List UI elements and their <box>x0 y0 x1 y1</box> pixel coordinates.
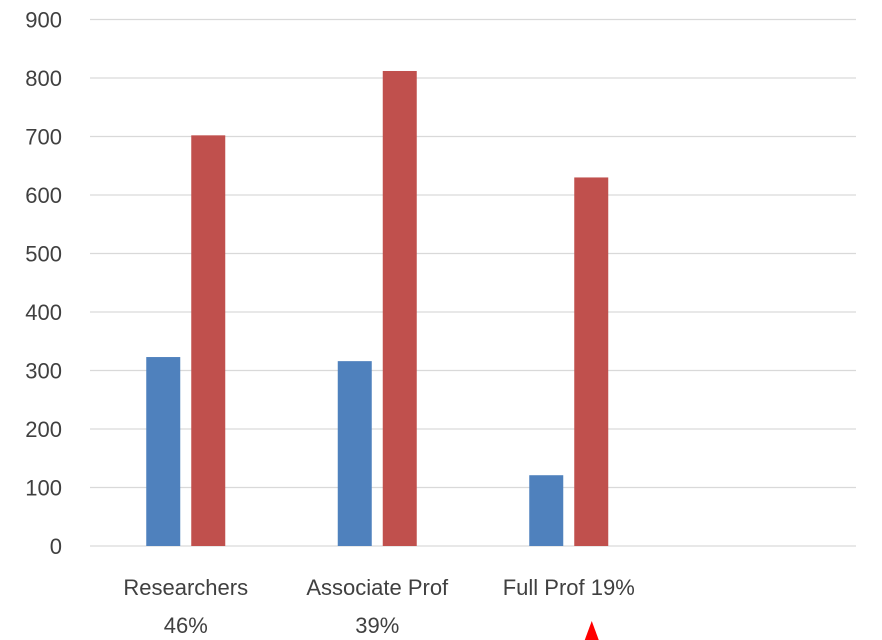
annotations <box>584 621 599 640</box>
y-tick-label-800: 800 <box>25 66 62 91</box>
bar-series1-cat2 <box>337 361 372 546</box>
y-tick-label-500: 500 <box>25 242 62 267</box>
y-tick-label-700: 700 <box>25 125 62 150</box>
x-category-label-2-line-1: Associate Prof <box>306 575 449 600</box>
x-category-label-1-line-2: 46% <box>164 613 208 638</box>
y-tick-label-400: 400 <box>25 300 62 325</box>
bar-series2-cat1 <box>191 135 226 546</box>
y-tick-label-100: 100 <box>25 476 62 501</box>
x-axis-categories: Researchers 46% Associate Prof 39% Full Prof… <box>123 575 634 638</box>
bar-series2-cat3 <box>574 177 609 546</box>
y-axis-ticks: 0 100 200 300 400 500 600 700 800 900 <box>25 8 62 560</box>
bars <box>146 70 609 546</box>
y-tick-label-200: 200 <box>25 417 62 442</box>
bar-series1-cat1 <box>146 357 181 546</box>
x-category-label-2-line-2: 39% <box>355 613 399 638</box>
y-tick-label-300: 300 <box>25 359 62 384</box>
x-category-label-1-line-1: Researchers <box>123 575 248 600</box>
y-tick-label-0: 0 <box>50 534 62 559</box>
red-triangle-marker-icon <box>584 621 599 640</box>
y-tick-label-600: 600 <box>25 183 62 208</box>
bar-series2-cat2 <box>382 70 417 546</box>
y-tick-label-900: 900 <box>25 8 62 33</box>
x-category-label-3-line-1: Full Prof 19% <box>503 575 635 600</box>
bar-series1-cat3 <box>529 475 564 546</box>
